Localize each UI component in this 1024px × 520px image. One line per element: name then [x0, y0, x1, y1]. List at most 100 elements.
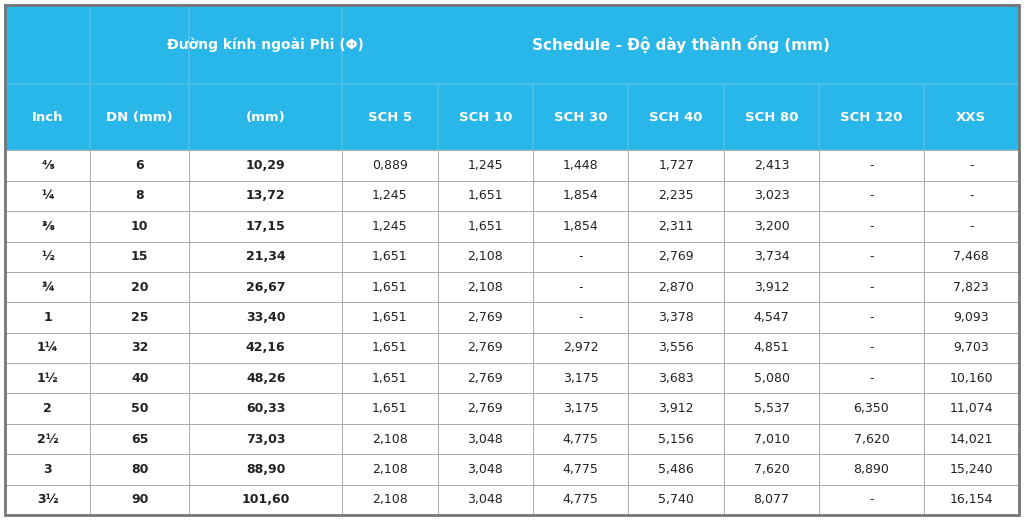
Text: 60,33: 60,33 [246, 402, 286, 415]
Bar [534, 363, 629, 394]
Bar [189, 211, 342, 241]
Text: 1,245: 1,245 [468, 159, 503, 172]
Bar [437, 181, 534, 211]
Bar [629, 84, 724, 150]
Bar [437, 424, 534, 454]
Bar [534, 84, 629, 150]
Bar [189, 333, 342, 363]
Bar [819, 394, 924, 424]
Bar [5, 302, 90, 333]
Bar [924, 394, 1019, 424]
Text: SCH 120: SCH 120 [841, 111, 903, 124]
Bar [819, 211, 924, 241]
Bar [189, 241, 342, 272]
Text: 7,010: 7,010 [754, 433, 790, 446]
Text: SCH 30: SCH 30 [554, 111, 607, 124]
Text: 3,378: 3,378 [658, 311, 694, 324]
Bar [342, 394, 437, 424]
Text: 3,200: 3,200 [754, 220, 790, 233]
Bar [819, 363, 924, 394]
Bar [189, 5, 342, 84]
Bar [5, 454, 90, 485]
Text: SCH 80: SCH 80 [744, 111, 799, 124]
Text: 3,683: 3,683 [658, 372, 694, 385]
Bar [437, 394, 534, 424]
Bar [724, 272, 819, 302]
Text: 3½: 3½ [37, 493, 58, 506]
Bar [819, 150, 924, 181]
Text: -: - [969, 220, 974, 233]
Text: 17,15: 17,15 [246, 220, 286, 233]
Bar [724, 84, 819, 150]
Text: -: - [869, 220, 873, 233]
Bar [437, 302, 534, 333]
Text: 8,077: 8,077 [754, 493, 790, 506]
Text: -: - [969, 189, 974, 202]
Bar [90, 424, 189, 454]
Bar [189, 181, 342, 211]
Text: ¾: ¾ [41, 281, 54, 294]
Bar [5, 84, 90, 150]
Bar [342, 211, 437, 241]
Text: 2,769: 2,769 [468, 311, 503, 324]
Text: 1,651: 1,651 [372, 402, 408, 415]
Text: 2,311: 2,311 [658, 220, 694, 233]
Bar [629, 454, 724, 485]
Text: 1,651: 1,651 [468, 189, 503, 202]
Text: ½: ½ [41, 250, 54, 263]
Bar [5, 5, 90, 84]
Bar [90, 181, 189, 211]
Text: 1,448: 1,448 [563, 159, 599, 172]
Bar [819, 272, 924, 302]
Bar [629, 485, 724, 515]
Bar [342, 150, 437, 181]
Text: 3,734: 3,734 [754, 250, 790, 263]
Bar [90, 333, 189, 363]
Text: 5,156: 5,156 [658, 433, 694, 446]
Text: ⅘: ⅘ [41, 159, 54, 172]
Text: 50: 50 [131, 402, 148, 415]
Text: Schedule - Độ dày thành ống (mm): Schedule - Độ dày thành ống (mm) [531, 36, 829, 53]
Bar [534, 394, 629, 424]
Text: 9,703: 9,703 [953, 341, 989, 354]
Bar [189, 363, 342, 394]
Bar [924, 150, 1019, 181]
Bar [724, 454, 819, 485]
Bar [189, 84, 342, 150]
Bar [189, 272, 342, 302]
Text: 2,870: 2,870 [658, 281, 694, 294]
Bar [90, 211, 189, 241]
Text: 1,651: 1,651 [372, 341, 408, 354]
Bar [724, 333, 819, 363]
Bar [342, 333, 437, 363]
Bar [819, 424, 924, 454]
Text: 11,074: 11,074 [949, 402, 993, 415]
Text: 3,912: 3,912 [658, 402, 694, 415]
Bar [90, 272, 189, 302]
Bar [342, 272, 437, 302]
Bar [724, 181, 819, 211]
Text: 4,547: 4,547 [754, 311, 790, 324]
Text: 1,245: 1,245 [372, 189, 408, 202]
Bar [5, 485, 90, 515]
Text: 16,154: 16,154 [949, 493, 993, 506]
Bar [724, 424, 819, 454]
Bar [5, 241, 90, 272]
Bar [724, 302, 819, 333]
Bar [342, 363, 437, 394]
Text: 3,048: 3,048 [468, 493, 503, 506]
Bar [534, 454, 629, 485]
Text: 10,160: 10,160 [949, 372, 993, 385]
Text: 2,108: 2,108 [468, 250, 503, 263]
Bar [819, 485, 924, 515]
Bar [924, 333, 1019, 363]
Text: 2: 2 [43, 402, 52, 415]
Bar [90, 363, 189, 394]
Text: 2,769: 2,769 [468, 341, 503, 354]
Bar [629, 241, 724, 272]
Text: 1,854: 1,854 [563, 220, 599, 233]
Text: -: - [579, 311, 583, 324]
Bar [342, 424, 437, 454]
Text: -: - [579, 250, 583, 263]
Text: 21,34: 21,34 [246, 250, 286, 263]
